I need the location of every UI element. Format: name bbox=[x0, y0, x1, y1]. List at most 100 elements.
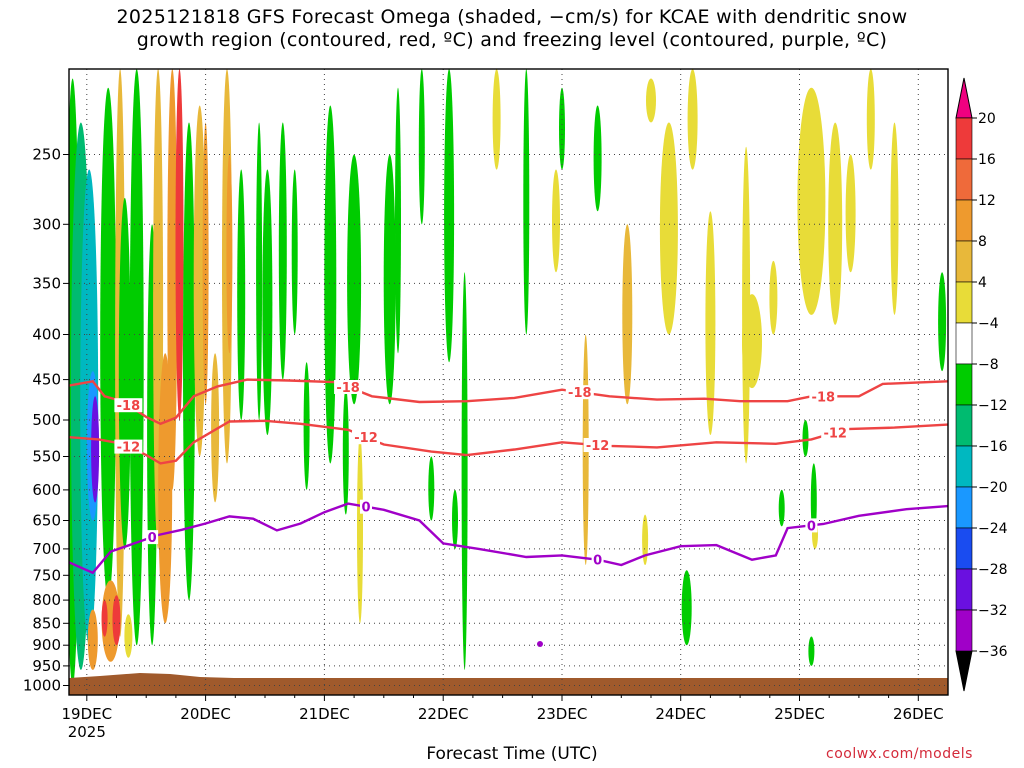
omega-patch-61 bbox=[342, 388, 349, 515]
x-tick-year: 2025 bbox=[68, 723, 106, 741]
colorbar-bin-9 bbox=[955, 486, 973, 529]
contour-label-m12-3: -12 bbox=[823, 427, 847, 442]
y-tick-label-900: 900 bbox=[32, 636, 61, 654]
colorbar-label-5: −4 bbox=[978, 316, 999, 332]
contour-label-bg bbox=[591, 552, 604, 567]
omega-patch-36 bbox=[559, 87, 565, 170]
omega-patch-32 bbox=[461, 272, 468, 670]
colorbar-bin-11 bbox=[955, 568, 973, 611]
omega-patch-27 bbox=[357, 435, 363, 624]
colorbar-bin-5 bbox=[955, 322, 973, 365]
omega-patch-49 bbox=[808, 636, 815, 666]
contour-label-0-0: 0 bbox=[148, 531, 157, 546]
omega-patch-24 bbox=[291, 169, 298, 335]
contour-label-m18-0: -18 bbox=[117, 399, 141, 414]
y-tick-label-700: 700 bbox=[32, 540, 61, 558]
omega-patch-19 bbox=[226, 154, 233, 354]
contour-label-m18-2: -18 bbox=[568, 386, 592, 401]
colorbar-bin-8 bbox=[955, 445, 973, 488]
x-tick-label-23DEC: 23DEC bbox=[537, 705, 588, 723]
x-axis-label: Forecast Time (UTC) bbox=[426, 744, 598, 764]
omega-patch-28 bbox=[383, 154, 396, 405]
contour-label-bg bbox=[565, 385, 594, 400]
y-tick-label-350: 350 bbox=[32, 274, 61, 292]
colorbar-label-9: −20 bbox=[978, 480, 1008, 496]
colorbar-label-2: 12 bbox=[978, 193, 996, 209]
omega-core-2 bbox=[101, 600, 108, 637]
x-tick-label-22DEC: 22DEC bbox=[418, 705, 469, 723]
colorbar-label-11: −28 bbox=[978, 562, 1008, 578]
omega-patch-29 bbox=[395, 87, 401, 354]
omega-patch-37 bbox=[593, 105, 602, 212]
contour-label-0-1: 0 bbox=[361, 501, 370, 516]
omega-patch-13 bbox=[175, 69, 184, 420]
contour-label-bg bbox=[805, 518, 818, 533]
omega-patch-33 bbox=[492, 69, 501, 170]
colorbar-top-arrow bbox=[955, 77, 973, 119]
omega-shading bbox=[69, 69, 948, 695]
colorbar-label-7: −12 bbox=[978, 398, 1008, 414]
colorbar-label-1: 16 bbox=[978, 152, 996, 168]
x-axis-ticks: 19DEC 20DEC 21DEC 22DEC 23DEC 24DEC 25DEC 26DEC… bbox=[62, 695, 944, 741]
omega-patch-41 bbox=[659, 122, 678, 335]
x-tick-label-24DEC: 24DEC bbox=[655, 705, 706, 723]
contour-label-bg bbox=[352, 430, 380, 445]
y-tick-label-650: 650 bbox=[32, 512, 61, 530]
omega-patch-56 bbox=[681, 570, 692, 646]
colorbar: 20 16 12 8 4 −4 −8 −12 −16 −20 −24 −28 −32 −36 bbox=[955, 77, 1008, 692]
omega-patch-21 bbox=[256, 122, 263, 421]
omega-patch-54 bbox=[938, 272, 947, 372]
omega-patch-40 bbox=[622, 224, 633, 405]
contour-label-m12-1: -12 bbox=[354, 431, 378, 446]
contour-label-0-3: 0 bbox=[807, 519, 816, 534]
colorbar-bin-1 bbox=[955, 158, 973, 201]
y-tick-label-750: 750 bbox=[32, 566, 61, 584]
y-tick-label-300: 300 bbox=[32, 215, 61, 233]
contour-label-m12-0: -12 bbox=[117, 441, 141, 456]
colorbar-label-10: −24 bbox=[978, 521, 1008, 537]
omega-patch-4 bbox=[91, 396, 100, 503]
contour-line-m12 bbox=[69, 419, 948, 465]
contour-label-m18-1: -18 bbox=[336, 381, 360, 396]
omega-patch-43 bbox=[705, 211, 716, 435]
omega-patch-42 bbox=[687, 69, 698, 170]
omega-patch-34 bbox=[523, 69, 530, 335]
contour-label-bg bbox=[114, 398, 143, 413]
ground-profile bbox=[69, 673, 948, 695]
omega-patch-31 bbox=[444, 69, 455, 363]
omega-patch-47 bbox=[797, 87, 826, 315]
omega-patch-48 bbox=[802, 420, 809, 457]
x-tick-label-26DEC: 26DEC bbox=[893, 705, 944, 723]
colorbar-bin-4 bbox=[955, 281, 973, 324]
x-tick-label-19DEC: 19DEC bbox=[62, 705, 113, 723]
credit-link[interactable]: coolwx.com/models bbox=[826, 746, 973, 762]
omega-patch-5 bbox=[100, 87, 117, 601]
y-tick-label-850: 850 bbox=[32, 614, 61, 632]
contour-label-m12-2: -12 bbox=[586, 439, 610, 454]
contour-label-0-2: 0 bbox=[593, 554, 602, 569]
y-tick-label-450: 450 bbox=[32, 371, 61, 389]
colorbar-label-4: 4 bbox=[978, 275, 987, 291]
colorbar-label-12: −32 bbox=[978, 603, 1008, 619]
colorbar-label-13: −36 bbox=[978, 644, 1008, 660]
omega-patch-60 bbox=[303, 362, 310, 490]
contour-label-bg bbox=[114, 439, 143, 454]
colorbar-label-3: 8 bbox=[978, 234, 987, 250]
omega-dot bbox=[537, 641, 543, 647]
x-tick-label-21DEC: 21DEC bbox=[299, 705, 350, 723]
omega-core-4 bbox=[124, 614, 133, 658]
plot-frame bbox=[68, 68, 949, 696]
omega-patch-23 bbox=[278, 122, 287, 380]
omega-patch-50 bbox=[828, 122, 843, 325]
contour-label-bg bbox=[334, 380, 363, 394]
colorbar-bottom-arrow bbox=[955, 650, 973, 692]
colorbar-bin-3 bbox=[955, 240, 973, 283]
omega-patch-45 bbox=[742, 294, 762, 389]
omega-patch-22 bbox=[262, 169, 273, 436]
y-tick-label-500: 500 bbox=[32, 411, 61, 429]
omega-core-1 bbox=[112, 595, 121, 646]
omega-patch-25 bbox=[324, 105, 337, 464]
omega-patch-38 bbox=[646, 78, 656, 123]
colorbar-bin-7 bbox=[955, 404, 973, 447]
